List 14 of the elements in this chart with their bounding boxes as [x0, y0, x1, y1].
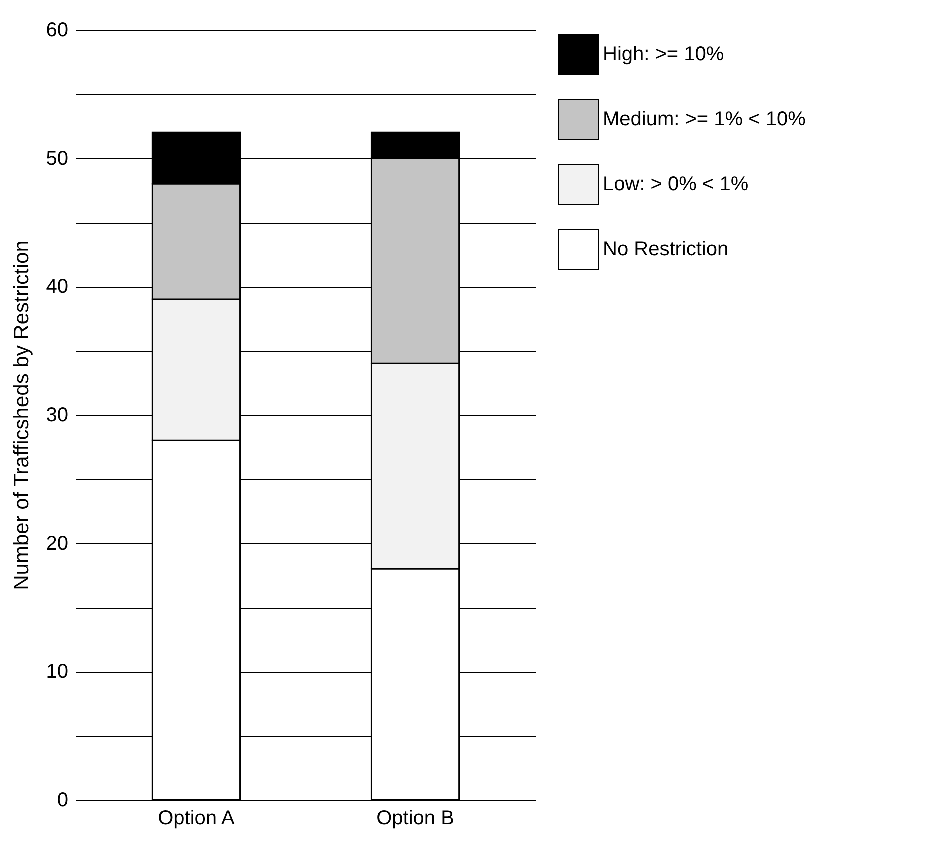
legend-label: Medium: >= 1% < 10% — [603, 108, 806, 130]
y-axis-title: Number of Trafficsheds by Restriction — [10, 240, 34, 590]
y-tick-label: 30 — [46, 404, 68, 426]
y-tick-label: 10 — [46, 661, 68, 684]
x-tick-label: Option B — [376, 808, 454, 830]
y-tick-label: 40 — [46, 276, 68, 298]
y-tick-label: 20 — [46, 532, 68, 555]
legend-label: No Restriction — [603, 238, 729, 260]
x-tick-label: Option A — [158, 808, 236, 830]
y-tick-label: 60 — [46, 20, 68, 42]
y-tick-label: 50 — [46, 148, 68, 170]
legend-label: High: >= 10% — [603, 44, 724, 66]
y-tick-label: 0 — [57, 790, 68, 812]
legend-label: Low: > 0% < 1% — [603, 174, 749, 196]
